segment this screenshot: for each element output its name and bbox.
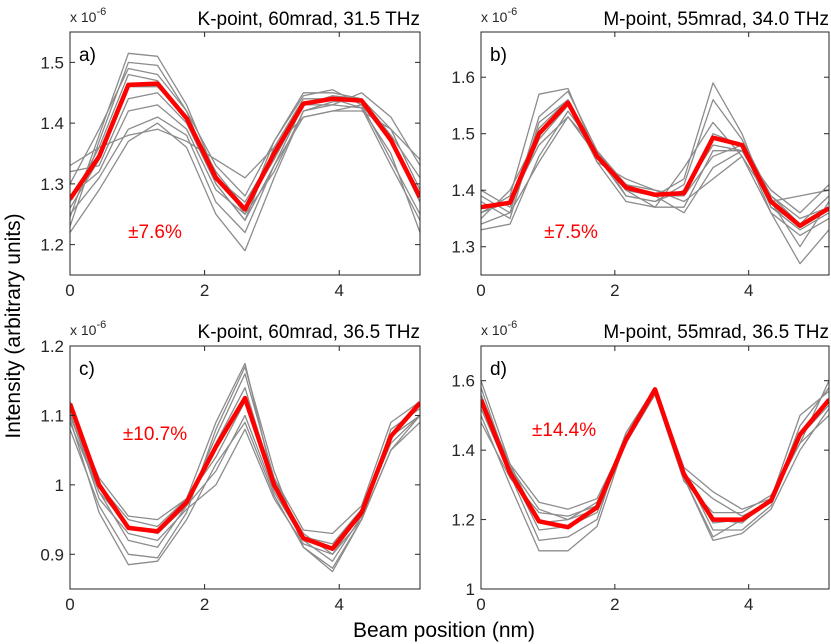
panel-b-ytick-label-3: 1.6 — [451, 68, 475, 87]
panel-a-xtick-label-2: 4 — [334, 281, 343, 300]
panel-c-mean-line — [70, 395, 420, 551]
panel-d-ytick-label-2: 1.4 — [451, 441, 475, 460]
panel-c-xtick-label-0: 0 — [65, 595, 74, 614]
panel-c-letter: c) — [79, 359, 95, 380]
y-axis-label: Intensity (arbitrary units) — [2, 213, 25, 438]
panel-c-ytick-label-3: 1.2 — [40, 337, 64, 356]
panel-a-axes-box — [69, 31, 421, 276]
panel-b-ytick-label-0: 1.3 — [451, 238, 475, 257]
panel-d-letter: d) — [490, 359, 507, 380]
panel-c-ytick-label-0: 0.9 — [40, 545, 64, 564]
panel-a-variation-annotation: ±7.6% — [128, 222, 182, 243]
panel-b-letter: b) — [490, 45, 507, 66]
panel-d-xtick-label-1: 2 — [610, 595, 619, 614]
panel-c-title: K-point, 60mrad, 36.5 THz — [198, 322, 420, 343]
panel-b-axes-box — [480, 31, 830, 276]
panel-a-exponent: x 10-6 — [70, 6, 106, 25]
panel-b-variation-annotation: ±7.5% — [544, 222, 598, 243]
panel-a-trace-4 — [70, 92, 420, 221]
panel-c-xtick-label-1: 2 — [200, 595, 209, 614]
panel-c-exponent: x 10-6 — [70, 319, 106, 338]
panel-c-variation-annotation: ±10.7% — [123, 424, 187, 445]
panel-a-mean-line — [70, 81, 420, 212]
panel-b-title: M-point, 55mrad, 34.0 THz — [603, 9, 829, 30]
panel-a-trace-7 — [70, 104, 420, 252]
panel-d-xtick-label-2: 4 — [744, 595, 753, 614]
panel-a-ytick-label-1: 1.3 — [40, 175, 64, 194]
panel-b-mean-line — [481, 100, 829, 229]
panel-d-ytick-label-3: 1.6 — [451, 372, 475, 391]
panel-d-ytick-label-1: 1.2 — [451, 511, 475, 530]
panel-b-xtick-label-1: 2 — [610, 281, 619, 300]
panel-d-mean-line — [481, 387, 829, 530]
panel-d-xtick-label-0: 0 — [476, 595, 485, 614]
panel-c-axes-box — [69, 345, 421, 590]
panel-a-trace-6 — [70, 104, 420, 234]
panel-a: x 10-6 K-point, 60mrad, 31.5 THz 0 2 4 1.2 1… — [40, 6, 421, 300]
panel-a-trace-8 — [70, 110, 420, 179]
panel-c: x 10-6 K-point, 60mrad, 36.5 THz 0 2 4 0.9 1… — [40, 319, 421, 614]
x-axis-label: Beam position (nm) — [353, 619, 535, 642]
panel-c-ytick-label-2: 1.1 — [40, 406, 64, 425]
panel-b-exponent: x 10-6 — [481, 6, 517, 25]
panel-d-variation-annotation: ±14.4% — [532, 420, 596, 441]
panel-b-ytick-label-2: 1.5 — [451, 125, 475, 144]
panel-b-ytick-label-1: 1.4 — [451, 181, 475, 200]
panel-d-axes-box — [480, 345, 830, 590]
panel-a-ytick-label-0: 1.2 — [40, 236, 64, 255]
panel-b-trace-7 — [481, 116, 829, 265]
panel-d-title: M-point, 55mrad, 36.5 THz — [603, 322, 829, 343]
panel-d-ytick-label-0: 1 — [466, 580, 475, 599]
panel-b-xtick-label-2: 4 — [744, 281, 753, 300]
panel-c-xtick-label-2: 4 — [334, 595, 343, 614]
panel-a-ytick-label-3: 1.5 — [40, 53, 64, 72]
panel-a-letter: a) — [79, 45, 96, 66]
panel-c-ytick-label-1: 1 — [55, 476, 64, 495]
panel-b: x 10-6 M-point, 55mrad, 34.0 THz 0 2 4 1.3 1… — [451, 6, 830, 300]
panel-a-ytick-label-2: 1.4 — [40, 114, 64, 133]
panel-b-xtick-label-0: 0 — [476, 281, 485, 300]
panel-d-exponent: x 10-6 — [481, 319, 517, 338]
panel-a-xtick-label-0: 0 — [65, 281, 74, 300]
panel-a-title: K-point, 60mrad, 31.5 THz — [198, 9, 420, 30]
panel-a-xtick-label-1: 2 — [200, 281, 209, 300]
panel-d: x 10-6 M-point, 55mrad, 36.5 THz 0 2 4 1 1.2… — [451, 319, 830, 614]
panel-c-trace-7 — [70, 418, 420, 573]
